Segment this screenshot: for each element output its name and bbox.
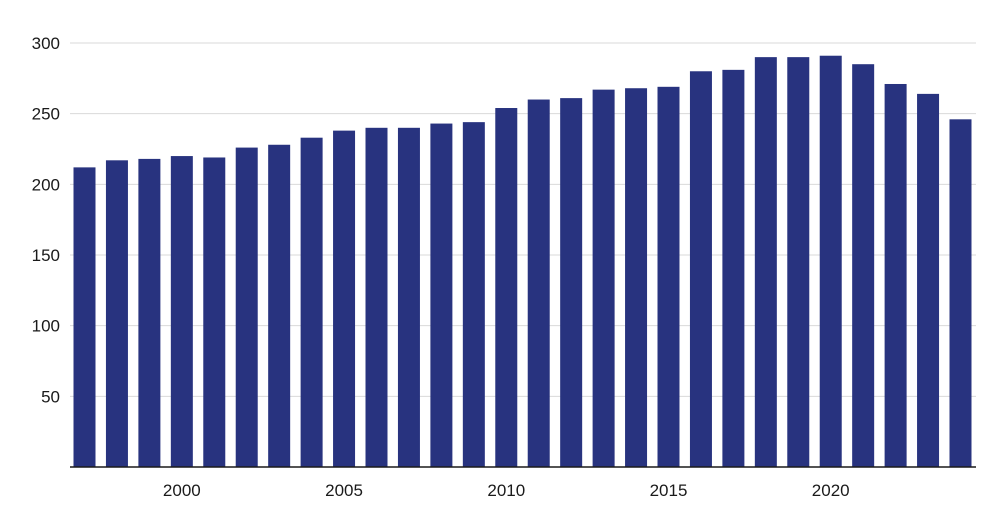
bar-2002 [235,147,258,467]
bar-2012 [560,98,583,468]
y-tick-label: 100 [32,317,60,336]
bar-2011 [527,99,550,468]
bar-1998 [105,160,128,467]
bar-2013 [592,89,615,467]
x-tick-label: 2015 [650,481,688,500]
bar-2020 [819,55,842,467]
bar-1997 [73,167,96,467]
bar-2010 [495,108,518,467]
bar-2022 [884,83,907,467]
bar-2019 [787,57,810,468]
bar-2004 [300,137,323,467]
bar-2014 [625,88,648,467]
bars-layer [73,55,972,468]
bar-2015 [657,86,680,468]
bar-2001 [203,157,226,468]
bar-1999 [138,158,161,468]
bar-2003 [268,144,291,467]
bar-2006 [365,127,388,468]
bar-2023 [917,93,940,467]
bar-2021 [852,64,875,467]
x-tick-label: 2020 [812,481,850,500]
y-tick-label: 200 [32,175,60,194]
bar-2016 [689,71,712,468]
x-tick-label: 2005 [325,481,363,500]
x-tick-label: 2000 [163,481,201,500]
bar-2007 [397,127,420,468]
bar-2009 [462,122,485,467]
x-tick-label: 2010 [487,481,525,500]
bar-2005 [333,130,356,468]
y-tick-label: 250 [32,105,60,124]
labels-layer: 50 100 150 200 250 300 2000 2005 2010 2015 2020 [32,34,850,500]
bar-2008 [430,123,453,467]
bar-2024 [949,119,972,467]
y-tick-label: 50 [41,387,60,406]
bar-2000 [170,156,193,468]
y-tick-label: 300 [32,34,60,53]
y-tick-label: 150 [32,246,60,265]
bar-2017 [722,69,745,467]
bar-2018 [754,57,777,468]
